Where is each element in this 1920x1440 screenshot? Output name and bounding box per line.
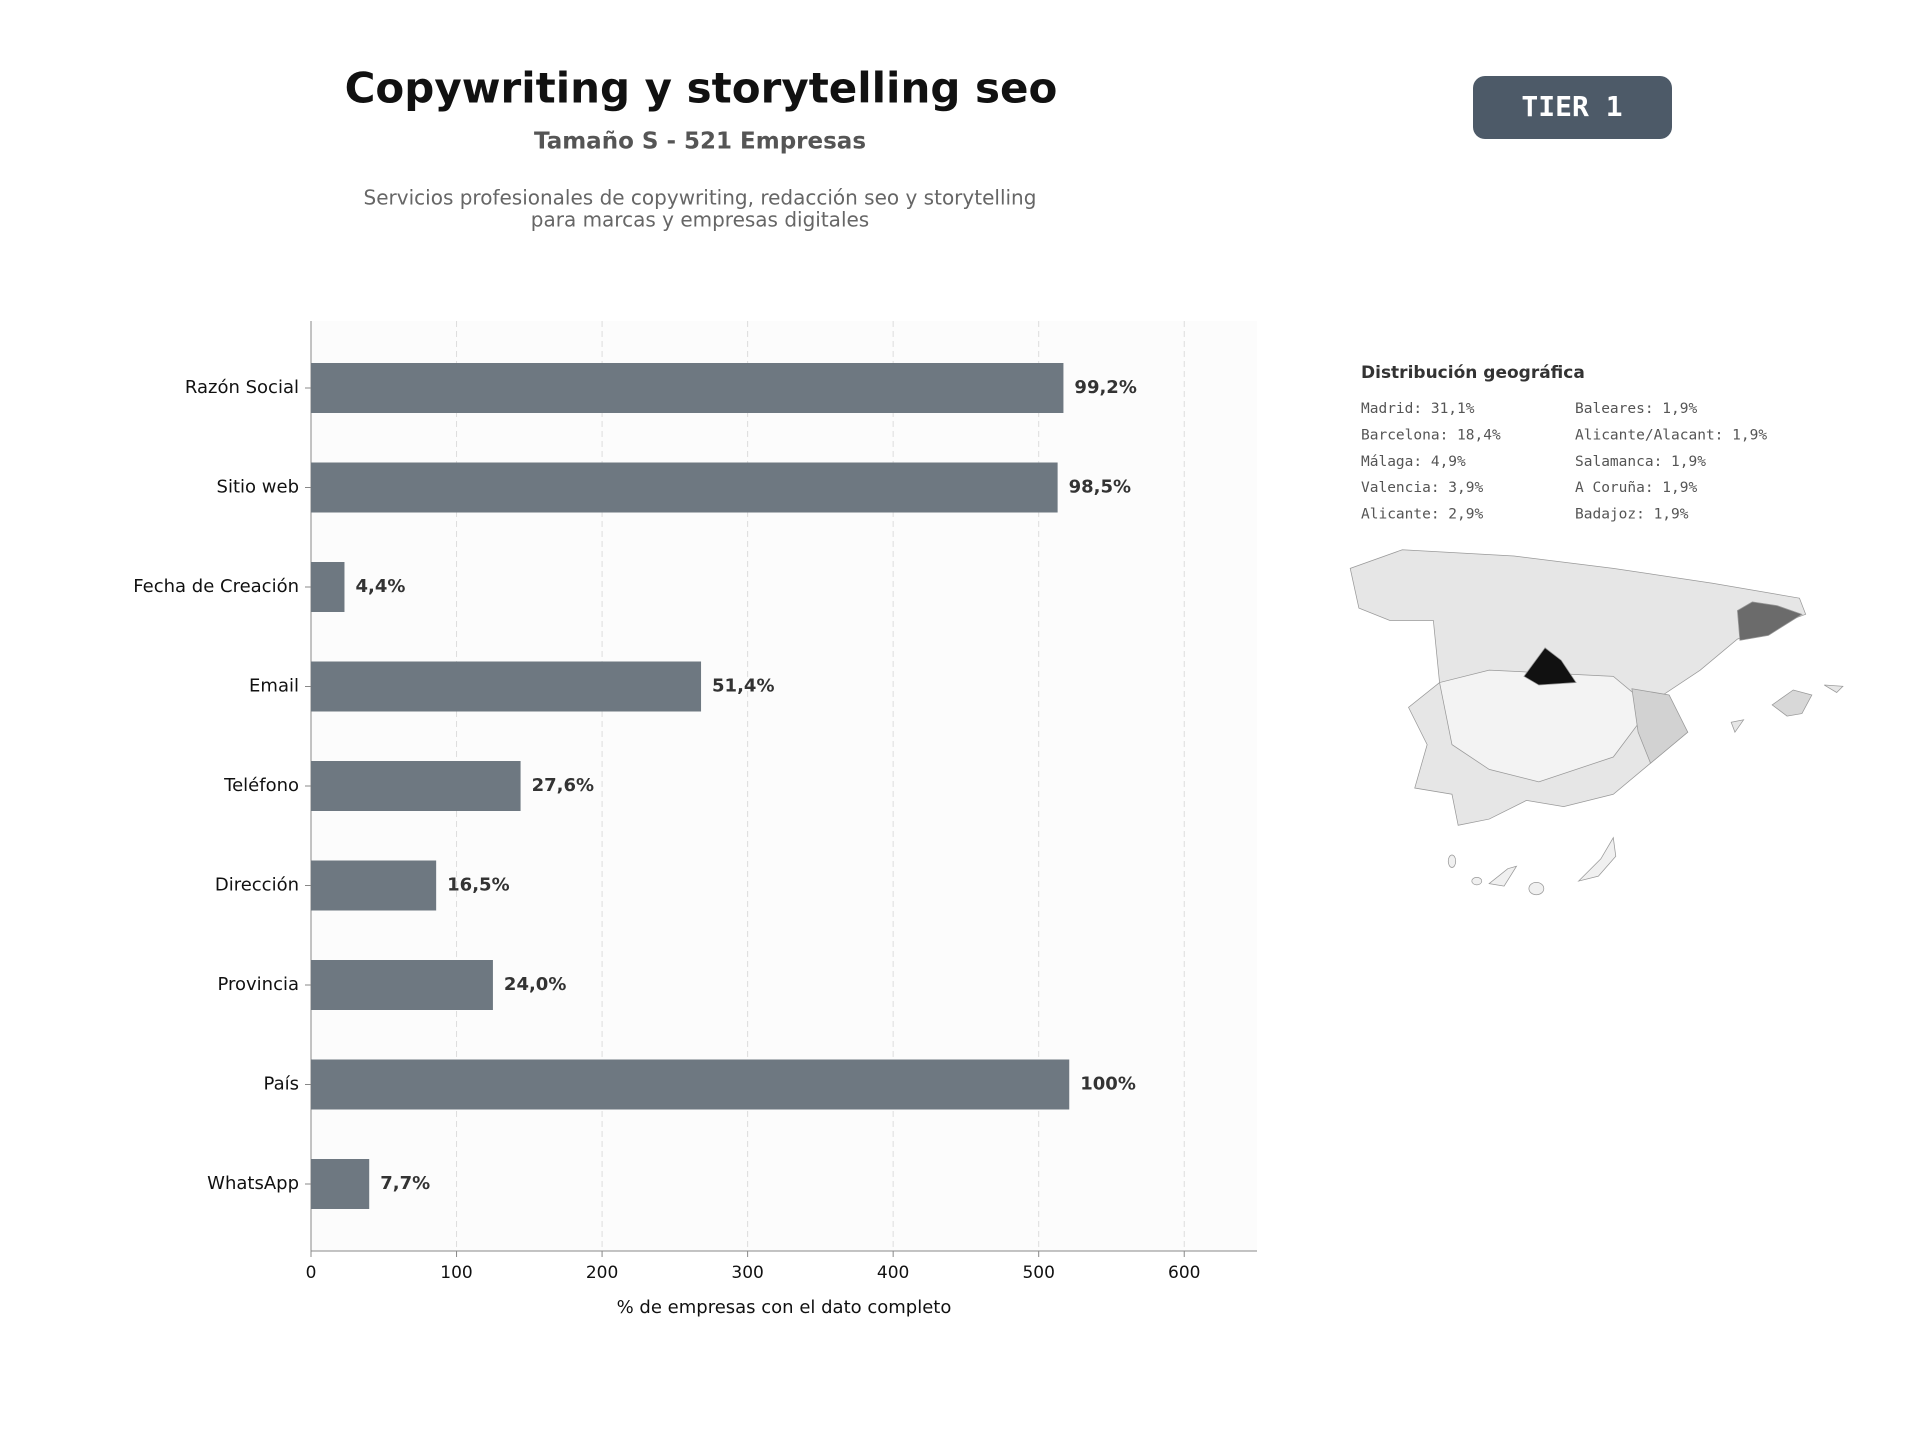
geo-item: Baleares: 1,9%: [1575, 401, 1697, 417]
bar-label: 98,5%: [1069, 477, 1131, 498]
baleares: [1771, 689, 1813, 717]
bar: [311, 761, 521, 811]
canarias: [1577, 836, 1617, 882]
bar-label: 24,0%: [504, 974, 566, 995]
bar-label: 27,6%: [532, 775, 594, 796]
geo-item: A Coruña: 1,9%: [1575, 480, 1697, 496]
geo-item: Badajoz: 1,9%: [1575, 507, 1689, 523]
region: [1631, 688, 1689, 764]
y-tick-label: Email: [249, 676, 299, 697]
x-tick-label: 400: [877, 1263, 909, 1283]
description: Servicios profesionales de copywriting, …: [364, 186, 1037, 210]
x-tick-label: 300: [731, 1263, 763, 1283]
x-tick-label: 0: [306, 1263, 317, 1283]
y-tick-label: Teléfono: [223, 775, 299, 796]
badge: [1473, 76, 1672, 139]
canarias: [1447, 854, 1457, 868]
geo-item: Alicante: 2,9%: [1361, 507, 1483, 523]
geo-item: Málaga: 4,9%: [1361, 454, 1466, 470]
bar: [311, 661, 702, 712]
geo-item: Alicante/Alacant: 1,9%: [1575, 427, 1767, 443]
x-axis-label: % de empresas con el dato completo: [617, 1297, 952, 1318]
bar: [311, 462, 1058, 513]
y-tick-label: WhatsApp: [207, 1173, 299, 1194]
bar-label: 99,2%: [1074, 377, 1136, 398]
title: Copywriting y storytelling seo: [345, 64, 1058, 113]
x-tick-label: 100: [440, 1263, 472, 1283]
baleares: [1730, 719, 1745, 733]
canarias: [1471, 877, 1483, 886]
geo-item: Madrid: 31,1%: [1361, 401, 1475, 417]
bar: [311, 1159, 370, 1209]
y-tick-label: Provincia: [217, 974, 299, 995]
geo-title: Distribución geográfica: [1361, 363, 1585, 383]
bar-label: 100%: [1080, 1074, 1136, 1095]
y-tick-label: Dirección: [215, 875, 299, 896]
geo-item: Salamanca: 1,9%: [1575, 454, 1706, 470]
barcelona: [1737, 601, 1803, 641]
bar: [311, 960, 493, 1010]
bar-label: 16,5%: [447, 875, 509, 896]
bar-label: 51,4%: [712, 676, 774, 697]
madrid: [1523, 647, 1577, 686]
bar: [311, 860, 437, 911]
bar: [311, 1059, 1070, 1110]
geo-item: Valencia: 3,9%: [1361, 480, 1483, 496]
map: [1349, 549, 1844, 896]
y-tick-label: Razón Social: [185, 377, 299, 398]
description: para marcas y empresas digitales: [531, 208, 869, 232]
baleares: [1824, 684, 1844, 693]
bar: [311, 562, 345, 612]
bar-label: 4,4%: [355, 576, 405, 597]
x-tick-label: 200: [586, 1263, 618, 1283]
y-tick-label: Fecha de Creación: [133, 576, 299, 597]
y-tick-label: País: [264, 1074, 299, 1095]
y-tick-label: Sitio web: [217, 477, 299, 498]
geo-item: Barcelona: 18,4%: [1361, 427, 1501, 443]
canarias: [1528, 881, 1545, 896]
canarias: [1488, 865, 1518, 887]
x-tick-label: 600: [1168, 1263, 1200, 1283]
subtitle: Tamaño S - 521 Empresas: [534, 129, 866, 155]
bar: [311, 363, 1064, 413]
bar-label: 7,7%: [380, 1173, 430, 1194]
x-tick-label: 500: [1022, 1263, 1054, 1283]
badge-text: TIER 1: [1521, 90, 1622, 123]
